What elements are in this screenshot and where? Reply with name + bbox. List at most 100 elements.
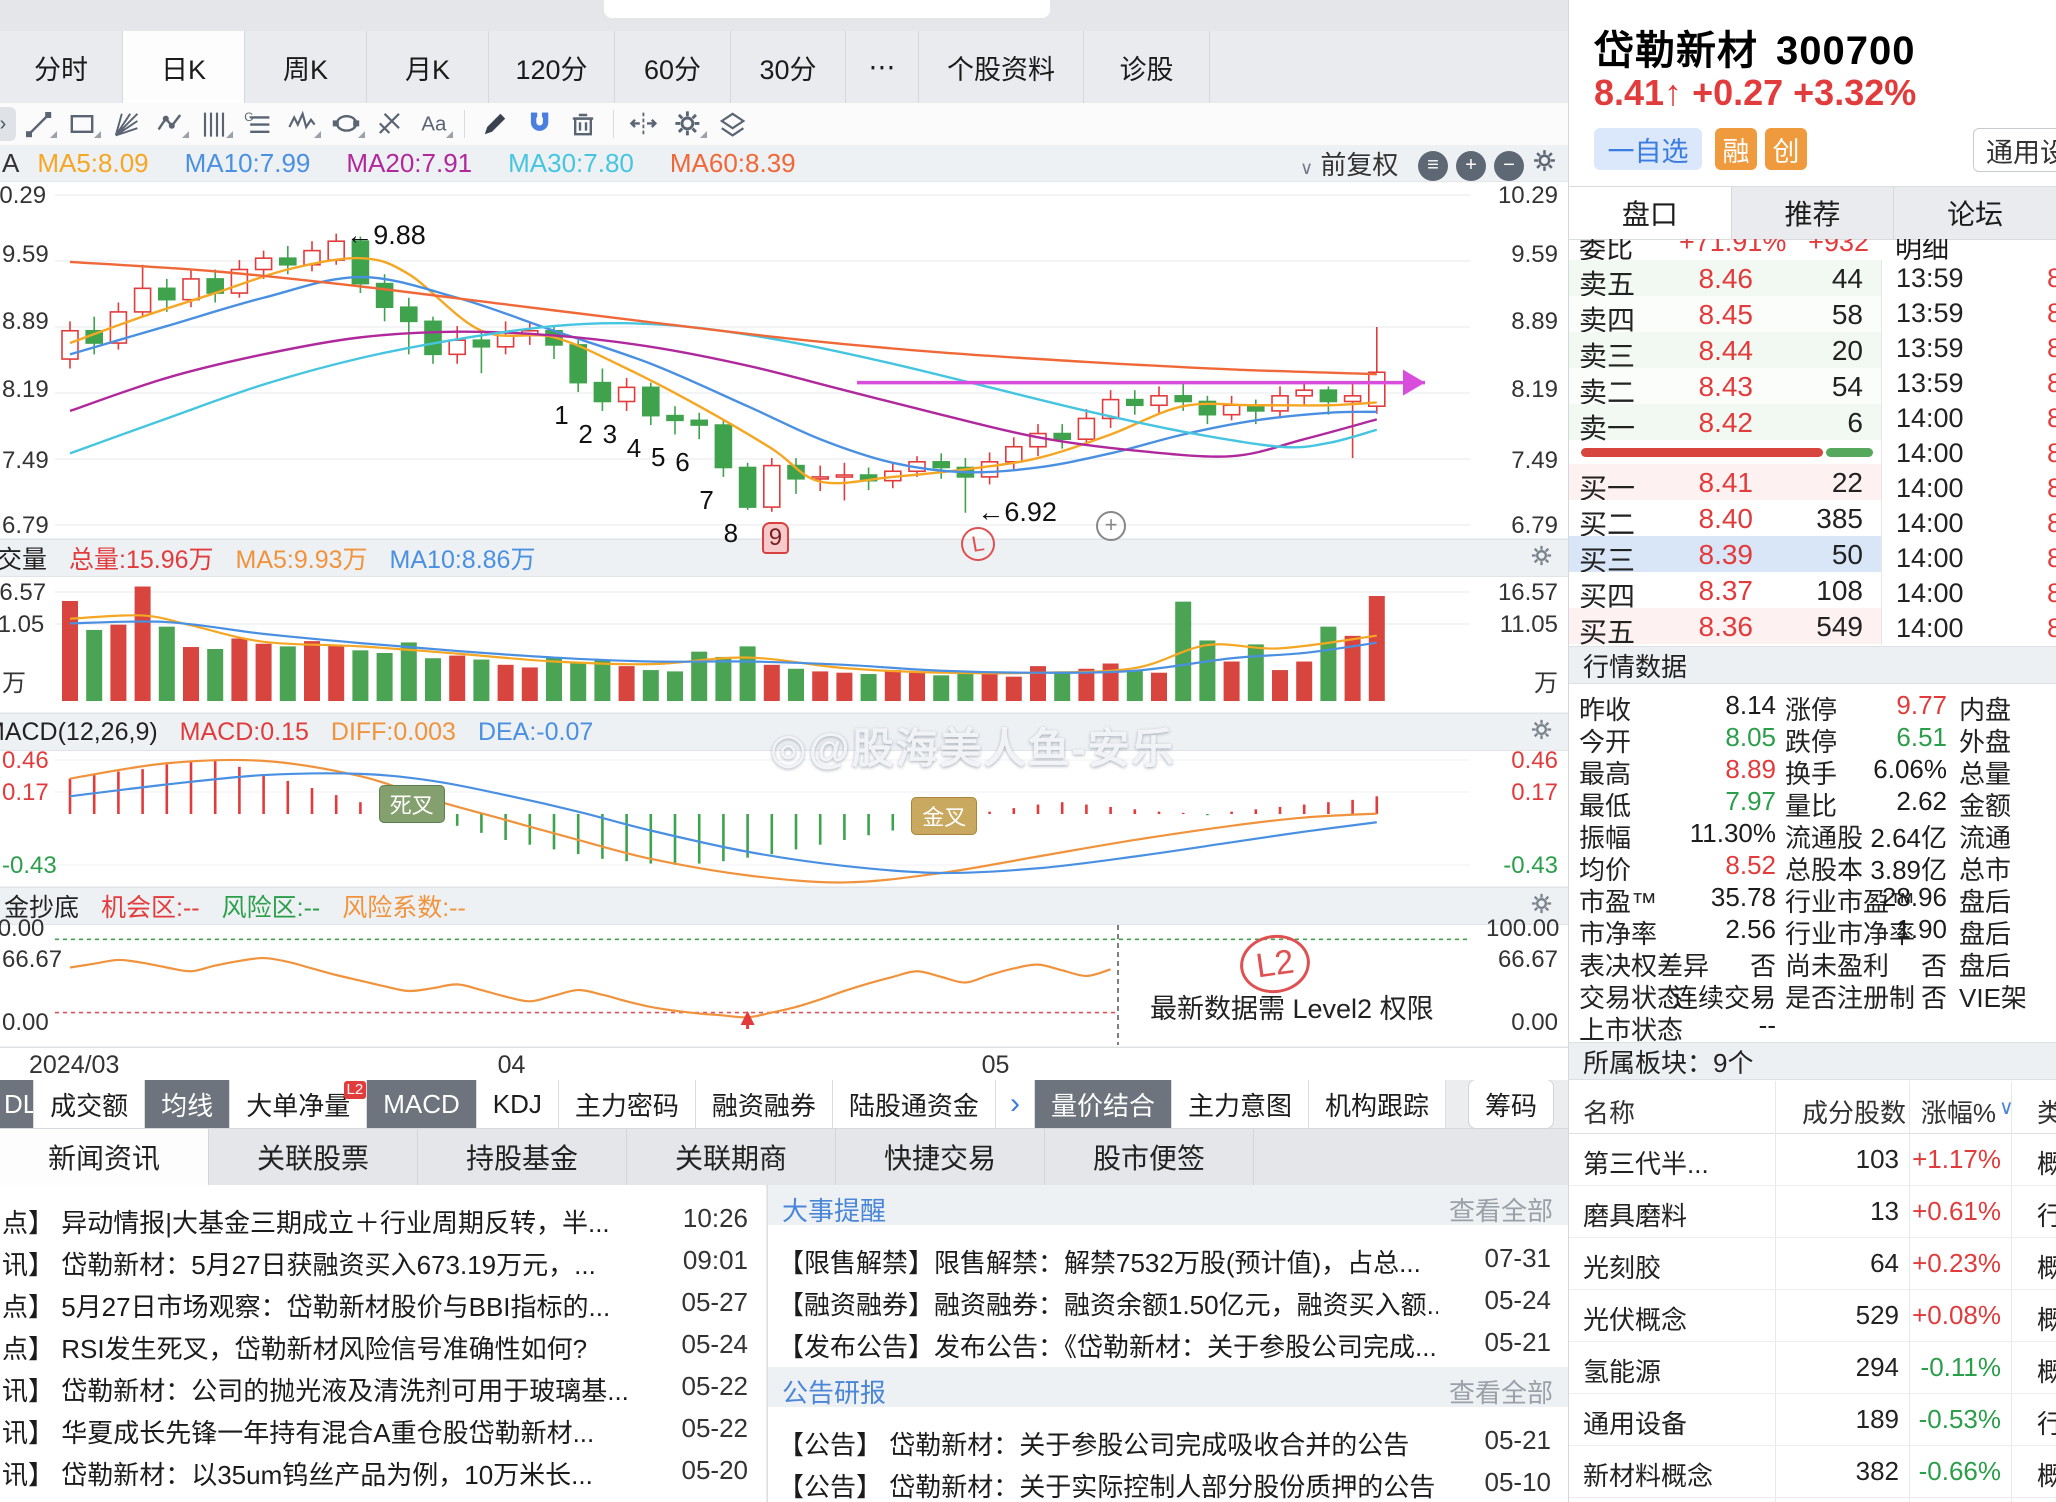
sector-row-通用设备[interactable]: 通用设备 189 -0.53% 行 xyxy=(1569,1393,2056,1446)
indicator-tab-陆股通资金[interactable]: 陆股通资金 xyxy=(832,1080,996,1128)
indicator-tab-筹码[interactable]: 筹码 xyxy=(1467,1080,1554,1129)
tick-row[interactable]: 14:00 8 xyxy=(1881,575,2056,610)
watchlist-button[interactable]: 一自选 xyxy=(1594,128,1702,170)
news-item[interactable]: 讯】 岱勒新材：以35um钨丝产品为例，10万米长... 05-20 xyxy=(0,1449,766,1491)
news-item[interactable]: 讯】 华夏成长先锋一年持有混合A重仓股岱勒新材... 05-22 xyxy=(0,1407,766,1449)
period-tab-30分[interactable]: 30分 xyxy=(731,31,846,103)
indicator-tab-KDJ[interactable]: KDJ xyxy=(476,1080,559,1128)
indicator-tab-融资融券[interactable]: 融资融券 xyxy=(695,1080,833,1128)
sector-row-第三代半...[interactable]: 第三代半... 103 +1.17% 概 xyxy=(1569,1133,2056,1186)
trash-icon[interactable] xyxy=(561,107,605,141)
circle-list-icon[interactable]: ≡ xyxy=(1418,150,1448,181)
macd-settings-gear-icon[interactable] xyxy=(1530,718,1554,749)
ellipse-icon[interactable] xyxy=(324,107,368,141)
period-tab-⋯[interactable]: ⋯ xyxy=(846,31,919,103)
sector-row-氢能源[interactable]: 氢能源 294 -0.11% 概 xyxy=(1569,1341,2056,1394)
news-tab-关联股票[interactable]: 关联股票 xyxy=(209,1129,418,1185)
news-tab-股市便签[interactable]: 股市便签 xyxy=(1045,1129,1254,1185)
wave-icon[interactable] xyxy=(280,107,324,141)
golden-section-icon[interactable]: G xyxy=(236,107,280,141)
chuang-badge[interactable]: 创 xyxy=(1765,128,1807,170)
news-tab-新闻资讯[interactable]: 新闻资讯 xyxy=(0,1129,209,1185)
sell-row-卖一[interactable]: 卖一 8.42 6 xyxy=(1569,404,1881,444)
buy-row-买二[interactable]: 买二 8.40 385 xyxy=(1569,500,1881,540)
circle-minus-icon[interactable]: − xyxy=(1494,150,1524,181)
sell-row-卖二[interactable]: 卖二 8.43 54 xyxy=(1569,368,1881,408)
report-item[interactable]: 【公告】 岱勒新材：关于实际控制人部分股份质押的公告 05-10 xyxy=(768,1461,1568,1502)
layers-icon[interactable] xyxy=(710,107,754,141)
kline-chart-canvas[interactable] xyxy=(0,145,1568,1080)
news-item[interactable]: 讯】 岱勒新材：公司的抛光液及清洗剂可用于玻璃基... 05-22 xyxy=(0,1365,766,1407)
sector-row-光刻胶[interactable]: 光刻胶 64 +0.23% 概 xyxy=(1569,1237,2056,1290)
panel-collapse-icon[interactable]: › xyxy=(0,107,16,141)
period-tab-分时[interactable]: 分时 xyxy=(0,31,123,103)
sector-row-新材料概念[interactable]: 新材料概念 382 -0.66% 概 xyxy=(1569,1445,2056,1498)
general-settings-button[interactable]: 通用设 xyxy=(1973,128,2056,172)
news-tab-持股基金[interactable]: 持股基金 xyxy=(418,1129,627,1185)
period-tab-日K[interactable]: 日K xyxy=(123,31,245,103)
expand-horizontal-icon[interactable] xyxy=(622,107,666,141)
magnet-icon[interactable] xyxy=(517,107,561,141)
indicator-tab-主力意图[interactable]: 主力意图 xyxy=(1171,1080,1309,1128)
news-item[interactable]: 讯】 岱勒新材：5月27日获融资买入673.19万元，... 09:01 xyxy=(0,1239,766,1281)
tick-row[interactable]: 13:59 8 xyxy=(1881,295,2056,330)
events-view-all[interactable]: 查看全部 xyxy=(1448,1196,1553,1226)
period-tab-60分[interactable]: 60分 xyxy=(615,31,731,103)
tick-row[interactable]: 13:59 8 xyxy=(1881,260,2056,295)
pencil-icon[interactable] xyxy=(473,107,517,141)
panel-tab-论坛[interactable]: 论坛 xyxy=(1894,187,2056,239)
indicator-tab-主力密码[interactable]: 主力密码 xyxy=(558,1080,696,1128)
buy-row-买一[interactable]: 买一 8.41 22 xyxy=(1569,464,1881,504)
chart-settings-gear-icon[interactable] xyxy=(1532,149,1558,180)
trend-line-icon[interactable] xyxy=(16,107,60,141)
panel-tab-盘口[interactable]: 盘口 xyxy=(1569,187,1732,239)
event-item[interactable]: 【融资融券】融资融券：融资余额1.50亿元，融资买入额... 05-24 xyxy=(768,1279,1568,1321)
period-tab-月K[interactable]: 月K xyxy=(367,31,489,103)
tick-row[interactable]: 14:00 8 xyxy=(1881,540,2056,575)
news-item[interactable]: 点】 异动情报|大基金三期成立＋行业周期反转，半... 10:26 xyxy=(0,1197,766,1239)
chart-region[interactable]: A MA5:8.09 MA10:7.99 MA20:7.91 MA30:7.80 MA60… xyxy=(0,145,1568,1080)
gear-icon[interactable] xyxy=(666,107,710,141)
buy-row-买三[interactable]: 买三 8.39 50 xyxy=(1569,536,1881,576)
tick-row[interactable]: 14:00 8 xyxy=(1881,435,2056,470)
event-item[interactable]: 【限售解禁】限售解禁：解禁7532万股(预计值)，占总... 07-31 xyxy=(768,1237,1568,1279)
indicator-tab-量价结合[interactable]: 量价结合 xyxy=(1034,1080,1172,1128)
period-tab-个股资料[interactable]: 个股资料 xyxy=(919,31,1084,103)
polyline-icon[interactable] xyxy=(148,107,192,141)
vertical-lines-icon[interactable] xyxy=(192,107,236,141)
sector-row-磨具磨料[interactable]: 磨具磨料 13 +0.61% 行 xyxy=(1569,1185,2056,1238)
report-item[interactable]: 【公告】 岱勒新材：关于参股公司完成吸收合并的公告 05-21 xyxy=(768,1419,1568,1461)
sector-row-光伏概念[interactable]: 光伏概念 529 +0.08% 概 xyxy=(1569,1289,2056,1342)
event-item[interactable]: 【发布公告】发布公告：《岱勒新材：关于参股公司完成... 05-21 xyxy=(768,1321,1568,1363)
tick-row[interactable]: 14:00 8 xyxy=(1881,505,2056,540)
indicator-tab-均线[interactable]: 均线 xyxy=(145,1080,231,1128)
period-tab-诊股[interactable]: 诊股 xyxy=(1084,31,1210,103)
more-indicators-arrow[interactable]: › xyxy=(995,1080,1035,1128)
indicator-tab-大单净量[interactable]: 大单净量 L2 xyxy=(230,1080,368,1128)
reports-view-all[interactable]: 查看全部 xyxy=(1448,1378,1553,1408)
sell-row-卖五[interactable]: 卖五 8.46 44 xyxy=(1569,260,1881,300)
sort-down-icon[interactable]: ∨ xyxy=(1999,1097,2014,1119)
tick-row[interactable]: 13:59 8 xyxy=(1881,330,2056,365)
text-icon[interactable]: Aa xyxy=(412,107,456,141)
tick-row[interactable]: 14:00 8 xyxy=(1881,610,2056,645)
period-tab-120分[interactable]: 120分 xyxy=(489,31,615,103)
news-tab-快捷交易[interactable]: 快捷交易 xyxy=(836,1129,1045,1185)
rectangle-icon[interactable] xyxy=(60,107,104,141)
tick-row[interactable]: 14:00 8 xyxy=(1881,400,2056,435)
buy-row-买五[interactable]: 买五 8.36 549 xyxy=(1569,608,1881,648)
sector-count-row[interactable]: 所属板块：9个 xyxy=(1569,1042,2056,1080)
news-item[interactable]: 点】 RSI发生死叉，岱勒新材风险信号准确性如何? 05-24 xyxy=(0,1323,766,1365)
indicator-tab-机构跟踪[interactable]: 机构跟踪 xyxy=(1308,1080,1446,1128)
sell-row-卖四[interactable]: 卖四 8.45 58 xyxy=(1569,296,1881,336)
tick-row[interactable]: 13:59 8 xyxy=(1881,365,2056,400)
gold-settings-gear-icon[interactable] xyxy=(1530,892,1554,923)
indicator-tab-DL[interactable]: DL xyxy=(0,1080,35,1128)
circle-plus-icon[interactable]: + xyxy=(1456,150,1486,181)
indicator-tab-MACD[interactable]: MACD xyxy=(367,1080,477,1128)
fan-lines-icon[interactable] xyxy=(104,107,148,141)
tick-row[interactable]: 14:00 8 xyxy=(1881,470,2056,505)
period-tab-周K[interactable]: 周K xyxy=(245,31,367,103)
volume-settings-gear-icon[interactable] xyxy=(1530,544,1554,575)
news-item[interactable]: 讯】 【东吴电新】周策略：电力设备海外需求旺盛 05-20 xyxy=(0,1491,766,1502)
